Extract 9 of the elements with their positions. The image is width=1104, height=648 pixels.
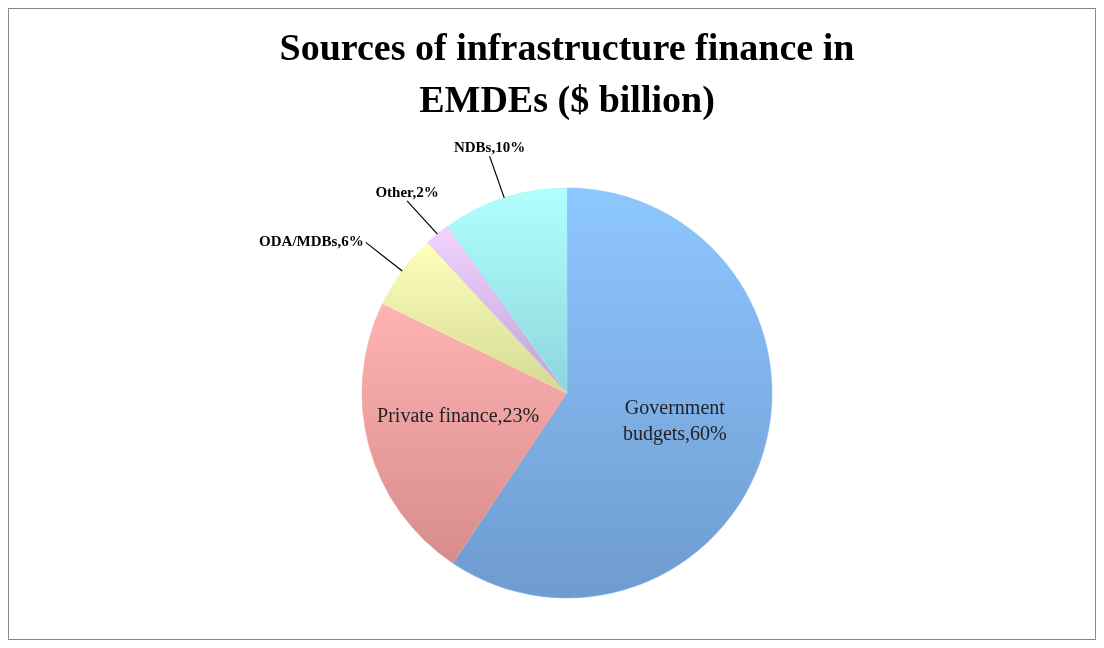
chart-title: Sources of infrastructure finance in EMDEs ($ billion) bbox=[279, 26, 855, 121]
slice-label: Other,2% bbox=[375, 183, 439, 200]
pie-slice bbox=[447, 187, 568, 394]
slice-label: Government budgets,60% bbox=[622, 395, 727, 445]
pie-slice bbox=[361, 303, 568, 564]
slice-label: NDBs,10% bbox=[453, 139, 526, 156]
slice-label: ODA/MDBs,6% bbox=[259, 232, 364, 249]
slice-label: Private finance,23% bbox=[377, 404, 540, 427]
pie-slice bbox=[382, 242, 568, 394]
